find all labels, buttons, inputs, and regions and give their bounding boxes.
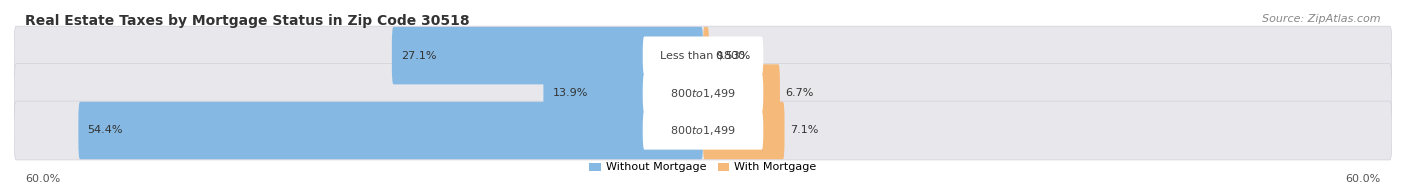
FancyBboxPatch shape bbox=[643, 36, 763, 75]
FancyBboxPatch shape bbox=[703, 27, 709, 84]
Text: 13.9%: 13.9% bbox=[553, 88, 588, 98]
FancyBboxPatch shape bbox=[392, 27, 703, 84]
FancyBboxPatch shape bbox=[14, 26, 1392, 85]
Text: 0.53%: 0.53% bbox=[714, 51, 749, 61]
Text: 6.7%: 6.7% bbox=[786, 88, 814, 98]
Text: $800 to $1,499: $800 to $1,499 bbox=[671, 87, 735, 100]
Text: 60.0%: 60.0% bbox=[25, 174, 60, 184]
Text: Real Estate Taxes by Mortgage Status in Zip Code 30518: Real Estate Taxes by Mortgage Status in … bbox=[25, 14, 470, 28]
Text: $800 to $1,499: $800 to $1,499 bbox=[671, 124, 735, 137]
Text: 60.0%: 60.0% bbox=[1346, 174, 1381, 184]
FancyBboxPatch shape bbox=[543, 64, 703, 122]
FancyBboxPatch shape bbox=[643, 111, 763, 150]
Text: 7.1%: 7.1% bbox=[790, 125, 818, 135]
FancyBboxPatch shape bbox=[703, 102, 785, 159]
FancyBboxPatch shape bbox=[14, 101, 1392, 160]
Legend: Without Mortgage, With Mortgage: Without Mortgage, With Mortgage bbox=[589, 162, 817, 172]
FancyBboxPatch shape bbox=[703, 64, 780, 122]
FancyBboxPatch shape bbox=[14, 64, 1392, 122]
FancyBboxPatch shape bbox=[643, 74, 763, 112]
Text: 54.4%: 54.4% bbox=[87, 125, 124, 135]
Text: 27.1%: 27.1% bbox=[401, 51, 436, 61]
FancyBboxPatch shape bbox=[79, 102, 703, 159]
Text: Source: ZipAtlas.com: Source: ZipAtlas.com bbox=[1263, 14, 1381, 24]
Text: Less than $800: Less than $800 bbox=[661, 51, 745, 61]
